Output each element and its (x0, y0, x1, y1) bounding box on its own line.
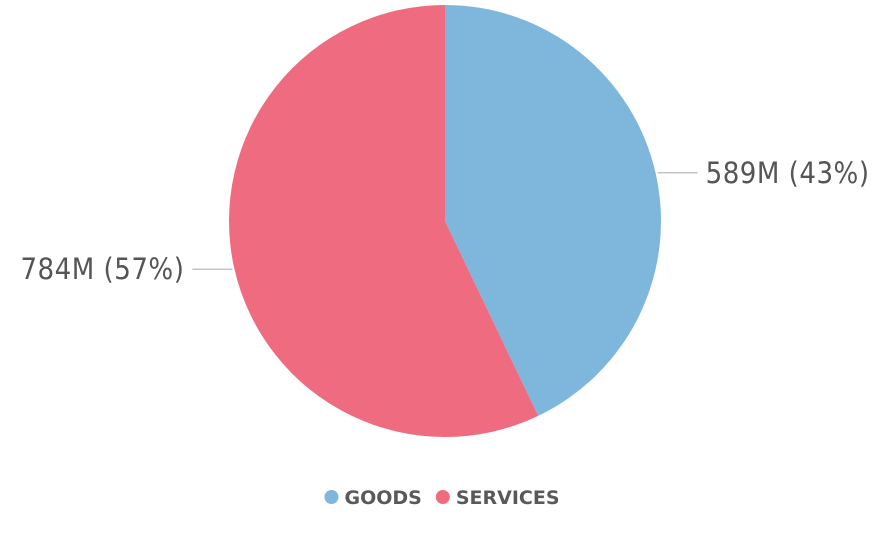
data-label-goods: 589M (43%) (706, 156, 870, 190)
legend-label-services: SERVICES (456, 487, 560, 509)
pie-slice-goods (445, 5, 662, 416)
data-label-services: 784M (57%) (20, 252, 184, 286)
pie-slices (229, 5, 662, 437)
legend: GOODS SERVICES (324, 487, 560, 509)
legend-swatch-services (435, 490, 450, 504)
legend-item-services[interactable]: SERVICES (435, 487, 560, 509)
data-labels: 589M (43%) 784M (57%) (20, 156, 869, 286)
legend-item-goods[interactable]: GOODS (324, 487, 422, 509)
legend-label-goods: GOODS (344, 487, 421, 509)
pie-slice-services (229, 5, 539, 437)
legend-swatch-goods (324, 490, 339, 504)
